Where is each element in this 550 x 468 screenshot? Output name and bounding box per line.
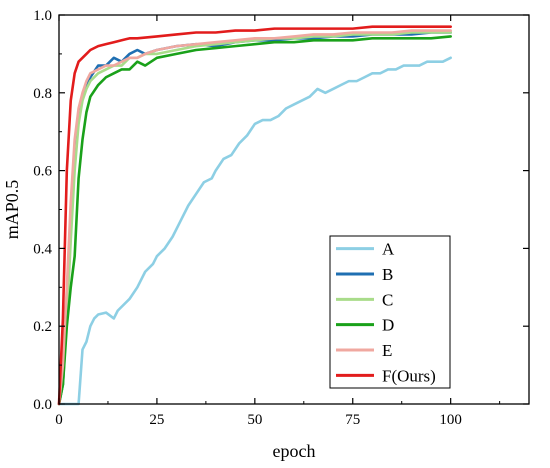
- series-line-0: [57, 56, 452, 406]
- x-axis-title: epoch: [273, 441, 316, 461]
- legend-label-3: D: [382, 316, 394, 335]
- legend-label-1: B: [382, 265, 393, 284]
- series-line-2: [57, 31, 452, 406]
- series-line-5: [57, 25, 452, 406]
- y-tick-label-1: 0.2: [33, 319, 52, 335]
- series-lines: [57, 25, 452, 406]
- y-tick-label-5: 1.0: [33, 8, 52, 24]
- x-tick-label-0: 0: [55, 412, 63, 428]
- y-tick-label-0: 0.0: [33, 397, 52, 413]
- x-tick-label-2: 50: [247, 412, 262, 428]
- series-line-4: [57, 29, 452, 406]
- axes: [58, 14, 530, 405]
- legend-box: [329, 235, 451, 389]
- y-tick-label-3: 0.6: [33, 164, 52, 180]
- tick-marks: [58, 14, 529, 405]
- y-axis-title: mAP0.5: [2, 180, 22, 240]
- x-tick-label-4: 100: [439, 412, 462, 428]
- legend-label-5: F(Ours): [382, 366, 436, 385]
- series-line-3: [57, 35, 452, 406]
- legend-label-2: C: [382, 290, 393, 309]
- plot-frame: [58, 14, 530, 405]
- tick-labels: 0 25 50 75 100 0.0 0.2 0.4 0.6 0.8 1.0: [33, 8, 462, 428]
- x-tick-label-1: 25: [149, 412, 164, 428]
- y-tick-label-4: 0.8: [33, 86, 52, 102]
- legend-label-4: E: [382, 341, 392, 360]
- legend-label-0: A: [382, 240, 395, 259]
- x-tick-label-3: 75: [345, 412, 360, 428]
- y-tick-label-2: 0.4: [33, 241, 52, 257]
